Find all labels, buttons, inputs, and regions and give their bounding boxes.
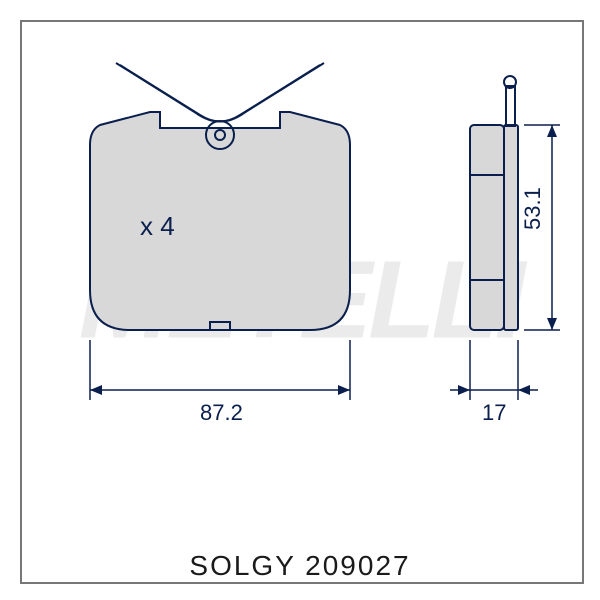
width-value: 87.2	[200, 400, 243, 425]
side-view	[470, 76, 518, 330]
dimension-height: 53.1	[520, 125, 560, 330]
footer-caption: SOLGY 209027	[0, 550, 600, 582]
quantity-label: x 4	[140, 211, 175, 241]
dimension-thickness: 17	[450, 340, 538, 425]
front-view	[90, 63, 350, 330]
brand-name: SOLGY	[189, 550, 295, 581]
dimension-width: 87.2	[90, 340, 350, 425]
thickness-value: 17	[482, 400, 506, 425]
technical-drawing: x 4 87.2 53.1 17	[30, 30, 570, 490]
height-value: 53.1	[520, 187, 545, 230]
part-number: 209027	[305, 550, 410, 581]
